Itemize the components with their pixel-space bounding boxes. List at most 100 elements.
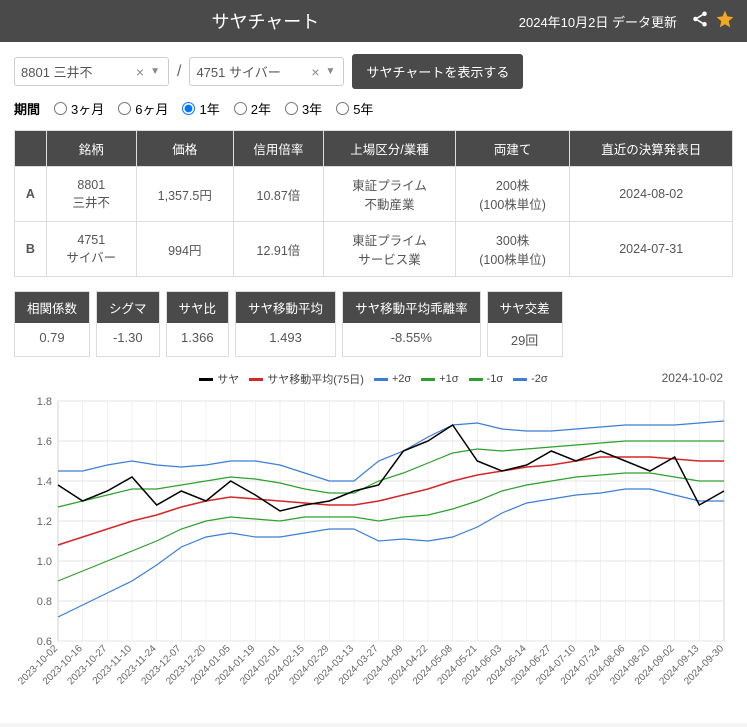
stock-selector-row: 8801 三井不 × ▼ / 4751 サイバー × ▼ サヤチャートを表示する: [14, 54, 733, 89]
table-row: B4751サイバー994円12.91倍東証プライムサービス業300株(100株単…: [15, 222, 733, 277]
legend-swatch: [249, 378, 263, 381]
svg-text:1.8: 1.8: [37, 396, 52, 408]
period-option-3ヶ月[interactable]: 3ヶ月: [54, 99, 104, 118]
table-cell: 8801三井不: [46, 167, 136, 222]
stock-b-clear-icon[interactable]: ×: [307, 64, 323, 80]
table-cell: 4751サイバー: [46, 222, 136, 277]
stat-box: サヤ移動平均1.493: [235, 291, 336, 357]
stat-box: サヤ移動平均乖離率-8.55%: [342, 291, 481, 357]
legend-item: -1σ: [469, 373, 504, 385]
svg-text:1.2: 1.2: [37, 516, 52, 528]
stat-value: 1.493: [236, 323, 335, 352]
table-cell: B: [15, 222, 47, 277]
legend-label: +2σ: [392, 373, 411, 385]
stat-box: サヤ比1.366: [166, 291, 230, 357]
svg-text:1.6: 1.6: [37, 436, 52, 448]
stock-a-dropdown-icon[interactable]: ▼: [148, 66, 162, 77]
table-cell: 994円: [136, 222, 233, 277]
table-row: A8801三井不1,357.5円10.87倍東証プライム不動産業200株(100…: [15, 167, 733, 222]
stats-row: 相関係数0.79シグマ-1.30サヤ比1.366サヤ移動平均1.493サヤ移動平…: [14, 291, 733, 357]
stat-label: サヤ移動平均: [236, 292, 335, 323]
share-icon[interactable]: [691, 10, 709, 33]
stat-label: サヤ交差: [488, 292, 562, 323]
chart-legend: サヤ サヤ移動平均(75日) +2σ +1σ -1σ -2σ: [14, 371, 733, 387]
stock-a-text: 8801 三井不: [21, 62, 132, 81]
favorite-star-icon[interactable]: [715, 9, 735, 34]
chart-date-label: 2024-10-02: [662, 371, 723, 385]
legend-swatch: [199, 378, 213, 381]
update-date: 2024年10月2日 データ更新: [519, 12, 677, 31]
stat-value: -1.30: [97, 323, 159, 352]
slash-divider: /: [177, 63, 181, 81]
stat-box: サヤ交差29回: [487, 291, 563, 357]
legend-swatch: [421, 378, 435, 381]
period-option-5年[interactable]: 5年: [336, 99, 373, 118]
period-option-2年[interactable]: 2年: [234, 99, 271, 118]
period-radio[interactable]: [285, 102, 298, 115]
stat-box: 相関係数0.79: [14, 291, 90, 357]
period-option-3年[interactable]: 3年: [285, 99, 322, 118]
page-header: サヤチャート 2024年10月2日 データ更新: [0, 0, 747, 42]
stock-a-clear-icon[interactable]: ×: [132, 64, 148, 80]
table-header: 銘柄: [46, 131, 136, 167]
svg-text:1.4: 1.4: [37, 476, 52, 488]
svg-text:1.0: 1.0: [37, 556, 52, 568]
legend-label: -1σ: [487, 373, 504, 385]
period-option-label: 5年: [353, 99, 373, 118]
table-cell: 1,357.5円: [136, 167, 233, 222]
chart-container: サヤサヤ移動平均(75日)+2σ+1σ-1σ-2σ 2024-10-02 0.6…: [14, 371, 733, 711]
stock-b-select[interactable]: 4751 サイバー × ▼: [189, 57, 344, 86]
legend-label: -2σ: [531, 373, 548, 385]
period-selector-row: 期間 3ヶ月 6ヶ月 1年 2年 3年 5年: [14, 99, 733, 118]
stat-value: -8.55%: [343, 323, 480, 352]
period-radio[interactable]: [234, 102, 247, 115]
stat-label: サヤ比: [167, 292, 229, 323]
period-radio[interactable]: [54, 102, 67, 115]
table-header: 信用倍率: [233, 131, 324, 167]
table-header: 両建て: [455, 131, 570, 167]
period-radio[interactable]: [336, 102, 349, 115]
period-radio[interactable]: [182, 102, 195, 115]
stat-box: シグマ-1.30: [96, 291, 160, 357]
table-cell: 12.91倍: [233, 222, 324, 277]
period-radio[interactable]: [118, 102, 131, 115]
legend-swatch: [513, 378, 527, 381]
period-option-6ヶ月[interactable]: 6ヶ月: [118, 99, 168, 118]
stock-a-select[interactable]: 8801 三井不 × ▼: [14, 57, 169, 86]
legend-label: サヤ移動平均(75日): [267, 371, 364, 387]
table-cell: 東証プライム不動産業: [324, 167, 456, 222]
period-option-label: 6ヶ月: [135, 99, 168, 118]
table-cell: 300株(100株単位): [455, 222, 570, 277]
page-title: サヤチャート: [12, 8, 519, 34]
table-header: 上場区分/業種: [324, 131, 456, 167]
period-option-label: 3年: [302, 99, 322, 118]
stat-label: シグマ: [97, 292, 159, 323]
table-cell: 2024-07-31: [570, 222, 733, 277]
period-option-label: 2年: [251, 99, 271, 118]
stat-value: 29回: [488, 323, 562, 356]
stock-b-text: 4751 サイバー: [196, 62, 307, 81]
stock-info-table: 銘柄価格信用倍率上場区分/業種両建て直近の決算発表日 A8801三井不1,357…: [14, 130, 733, 277]
show-chart-button[interactable]: サヤチャートを表示する: [352, 54, 523, 89]
period-option-label: 3ヶ月: [71, 99, 104, 118]
stat-value: 1.366: [167, 323, 229, 352]
legend-swatch: [469, 378, 483, 381]
table-cell: 2024-08-02: [570, 167, 733, 222]
table-header: 直近の決算発表日: [570, 131, 733, 167]
legend-label: サヤ: [217, 371, 239, 387]
legend-item: サヤ移動平均(75日): [249, 371, 364, 387]
legend-item: +2σ: [374, 373, 411, 385]
period-label: 期間: [14, 99, 40, 118]
table-cell: 200株(100株単位): [455, 167, 570, 222]
stat-label: 相関係数: [15, 292, 89, 323]
saya-chart: 0.60.81.01.21.41.61.82023-10-022023-10-1…: [14, 391, 734, 711]
legend-label: +1σ: [439, 373, 458, 385]
period-option-label: 1年: [199, 99, 219, 118]
stock-b-dropdown-icon[interactable]: ▼: [324, 66, 338, 77]
stat-label: サヤ移動平均乖離率: [343, 292, 480, 323]
period-option-1年[interactable]: 1年: [182, 99, 219, 118]
table-header: 価格: [136, 131, 233, 167]
content-area: 8801 三井不 × ▼ / 4751 サイバー × ▼ サヤチャートを表示する…: [0, 42, 747, 723]
stat-value: 0.79: [15, 323, 89, 352]
legend-item: +1σ: [421, 373, 458, 385]
